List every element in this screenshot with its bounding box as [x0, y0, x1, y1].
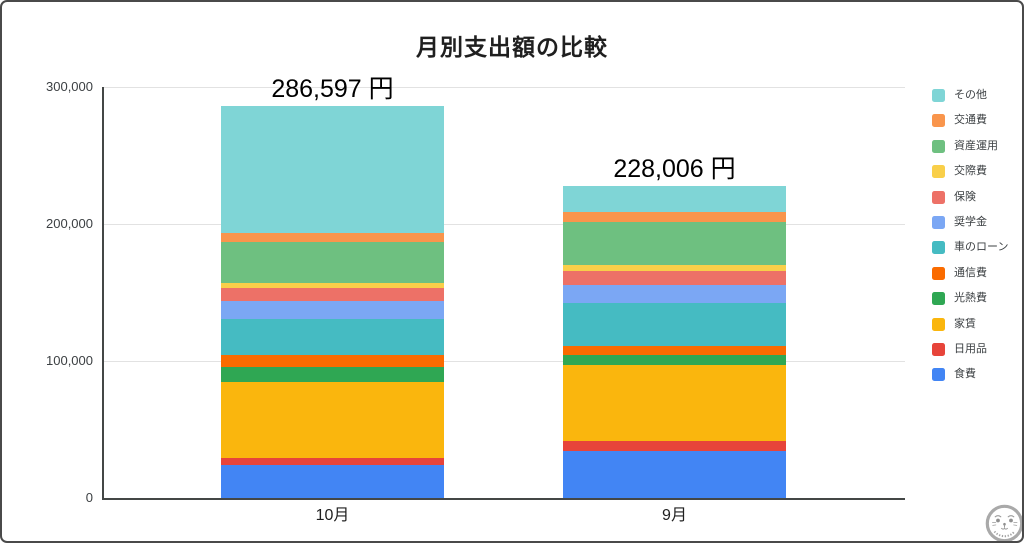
- bar-segment-保険[interactable]: [563, 271, 786, 285]
- bar-segment-その他[interactable]: [563, 185, 786, 213]
- bar-segment-交通費[interactable]: [563, 212, 786, 223]
- chart-title: 月別支出額の比較: [416, 34, 608, 60]
- bar-segment-家賃[interactable]: [221, 381, 444, 459]
- legend-label: 家賃: [954, 317, 976, 330]
- mascot-watermark-icon: [985, 504, 1022, 541]
- bar-segment-交際費[interactable]: [221, 282, 444, 289]
- legend-label: 奨学金: [954, 215, 987, 228]
- legend-swatch: [932, 342, 945, 356]
- bar-segment-家賃[interactable]: [563, 365, 786, 441]
- bar-segment-日用品[interactable]: [221, 458, 444, 465]
- bar-segment-保険[interactable]: [221, 288, 444, 302]
- legend-item-交通費[interactable]: 交通費: [932, 114, 1022, 128]
- bar-segment-交通費[interactable]: [221, 233, 444, 243]
- legend-label: 資産運用: [954, 139, 998, 152]
- legend-item-通信費[interactable]: 通信費: [932, 266, 1022, 280]
- legend-label: 交際費: [954, 165, 987, 178]
- legend-label: 通信費: [954, 266, 987, 279]
- legend-item-家賃[interactable]: 家賃: [932, 317, 1022, 331]
- gridline: [102, 224, 905, 226]
- gridline: [102, 361, 905, 363]
- bar-segment-車のローン[interactable]: [221, 318, 444, 356]
- legend-swatch: [932, 317, 945, 331]
- bar-segment-光熱費[interactable]: [563, 355, 786, 366]
- legend-swatch: [932, 215, 945, 229]
- legend-swatch: [932, 165, 945, 179]
- x-axis-line: [102, 497, 905, 500]
- x-axis-label: 10月: [315, 507, 350, 524]
- bar-segment-車のローン[interactable]: [563, 302, 786, 346]
- bar-segment-奨学金[interactable]: [221, 301, 444, 319]
- legend-item-光熱費[interactable]: 光熱費: [932, 292, 1022, 306]
- legend-item-食費[interactable]: 食費: [932, 368, 1022, 382]
- legend-label: 車のローン: [954, 241, 1009, 254]
- legend-label: 光熱費: [954, 292, 987, 305]
- x-axis-label: 9月: [662, 507, 687, 524]
- bar-segment-光熱費[interactable]: [221, 366, 444, 382]
- legend-item-保険[interactable]: 保険: [932, 190, 1022, 204]
- bar-segment-食費[interactable]: [221, 464, 444, 498]
- legend-item-奨学金[interactable]: 奨学金: [932, 215, 1022, 229]
- legend-label: 食費: [954, 368, 976, 381]
- legend-swatch: [932, 139, 945, 153]
- legend-swatch: [932, 292, 945, 306]
- legend-swatch: [932, 89, 945, 102]
- bar-segment-食費[interactable]: [563, 450, 786, 498]
- legend-label: 交通費: [954, 114, 987, 127]
- y-axis-tick-label: 200,000: [46, 216, 93, 232]
- y-axis-line: [102, 87, 104, 500]
- bar-total-label: 286,597 円: [271, 74, 394, 103]
- legend-label: 日用品: [954, 342, 987, 355]
- bar-total-label: 228,006 円: [613, 154, 736, 183]
- gridline: [102, 87, 905, 89]
- chart-legend: その他交通費資産運用交際費保険奨学金車のローン通信費光熱費家賃日用品食費: [932, 89, 1022, 394]
- y-axis-tick-label: 100,000: [46, 353, 93, 369]
- legend-item-車のローン[interactable]: 車のローン: [932, 241, 1022, 255]
- legend-swatch: [932, 368, 945, 382]
- legend-swatch: [932, 266, 945, 280]
- bar-segment-資産運用[interactable]: [221, 242, 444, 283]
- legend-item-資産運用[interactable]: 資産運用: [932, 139, 1022, 153]
- legend-item-日用品[interactable]: 日用品: [932, 342, 1022, 356]
- bar-segment-通信費[interactable]: [563, 345, 786, 356]
- legend-swatch: [932, 241, 945, 255]
- y-axis-tick-label: 0: [85, 490, 93, 505]
- legend-label: その他: [954, 89, 987, 101]
- bar-segment-その他[interactable]: [221, 105, 444, 234]
- legend-item-交際費[interactable]: 交際費: [932, 165, 1022, 179]
- legend-swatch: [932, 190, 945, 204]
- bar-segment-交際費[interactable]: [563, 264, 786, 272]
- bar-segment-奨学金[interactable]: [563, 284, 786, 303]
- y-axis-tick-label: 300,000: [46, 79, 93, 95]
- legend-item-その他[interactable]: その他: [932, 89, 1022, 102]
- legend-swatch: [932, 114, 945, 128]
- legend-label: 保険: [954, 190, 976, 203]
- bar-segment-資産運用[interactable]: [563, 222, 786, 265]
- bar-segment-通信費[interactable]: [221, 355, 444, 367]
- bar-segment-日用品[interactable]: [563, 440, 786, 451]
